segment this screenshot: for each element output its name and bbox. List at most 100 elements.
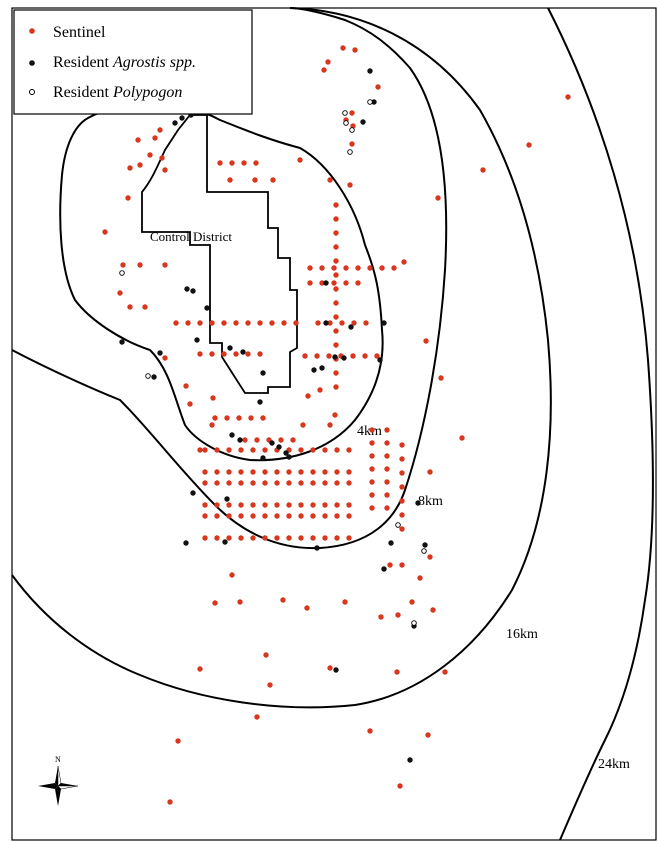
- sentinel-point: [254, 714, 260, 720]
- sentinel-point: [238, 447, 244, 453]
- sentinel-point: [127, 165, 133, 171]
- sentinel-point: [369, 453, 375, 459]
- sentinel-point: [286, 535, 292, 541]
- sentinel-point: [214, 469, 220, 475]
- legend-marker-polypogon: [29, 89, 35, 95]
- sentinel-point: [197, 666, 203, 672]
- resident-agrostis-point: [388, 540, 394, 546]
- sentinel-point: [226, 513, 232, 519]
- sentinel-point: [333, 244, 339, 250]
- sentinel-point: [399, 512, 405, 518]
- sentinel-point: [238, 469, 244, 475]
- sentinel-point: [262, 447, 268, 453]
- sentinel-point: [262, 502, 268, 508]
- map-frame: [11, 7, 657, 841]
- sentinel-point: [274, 513, 280, 519]
- sentinel-point: [399, 498, 405, 504]
- sentinel-point: [480, 167, 486, 173]
- resident-agrostis-point: [224, 496, 230, 502]
- sentinel-point: [391, 265, 397, 271]
- sentinel-point: [399, 484, 405, 490]
- sentinel-point: [125, 195, 131, 201]
- sentinel-point: [227, 177, 233, 183]
- sentinel-point: [254, 437, 260, 443]
- sentinel-point: [226, 535, 232, 541]
- sentinel-point: [346, 513, 352, 519]
- sentinel-point: [315, 320, 321, 326]
- sentinel-point: [212, 600, 218, 606]
- sentinel-point: [352, 47, 358, 53]
- sentinel-point: [327, 177, 333, 183]
- sentinel-point: [162, 262, 168, 268]
- resident-agrostis-point: [227, 345, 233, 351]
- sentinel-point: [409, 599, 415, 605]
- sentinel-point: [262, 480, 268, 486]
- sentinel-point: [333, 286, 339, 292]
- resident-agrostis-point: [190, 288, 196, 294]
- resident-agrostis-point: [314, 545, 320, 551]
- resident-agrostis-point: [367, 68, 373, 74]
- sentinel-point: [384, 427, 390, 433]
- sentinel-point: [248, 415, 254, 421]
- resident-polypogon-point: [349, 127, 355, 133]
- sentinel-point: [375, 84, 381, 90]
- resident-agrostis-point: [119, 339, 125, 345]
- sentinel-point: [274, 469, 280, 475]
- sentinel-point: [238, 535, 244, 541]
- resident-agrostis-point: [257, 399, 263, 405]
- legend-item-sentinel: Sentinel: [53, 24, 106, 41]
- sentinel-point: [262, 469, 268, 475]
- resident-agrostis-point: [222, 539, 228, 545]
- sentinel-point: [173, 320, 179, 326]
- sentinel-point: [202, 535, 208, 541]
- resident-agrostis-point: [194, 337, 200, 343]
- sentinel-point: [142, 304, 148, 310]
- sentinel-point: [319, 280, 325, 286]
- sentinel-point: [384, 440, 390, 446]
- sentinel-point: [310, 535, 316, 541]
- resident-agrostis-point: [260, 370, 266, 376]
- sentinel-point: [374, 353, 380, 359]
- sentinel-point: [351, 320, 357, 326]
- resident-agrostis-point: [237, 437, 243, 443]
- sentinel-point: [399, 442, 405, 448]
- sentinel-point: [369, 427, 375, 433]
- sentinel-point: [333, 272, 339, 278]
- resident-agrostis-point: [341, 355, 347, 361]
- sentinel-point: [350, 353, 356, 359]
- sentinel-point: [399, 470, 405, 476]
- sentinel-point: [369, 492, 375, 498]
- sentinel-point: [378, 614, 384, 620]
- resident-agrostis-point: [377, 357, 383, 363]
- sentinel-point: [226, 447, 232, 453]
- buffer-16km: [11, 7, 552, 709]
- sentinel-point: [310, 447, 316, 453]
- sentinel-point: [310, 502, 316, 508]
- sentinel-point: [245, 320, 251, 326]
- sentinel-point: [333, 384, 339, 390]
- sentinel-point: [333, 300, 339, 306]
- sentinel-point: [349, 110, 355, 116]
- sentinel-point: [298, 447, 304, 453]
- control-district-label: Control District: [150, 229, 232, 244]
- sentinel-point: [427, 554, 433, 560]
- resident-agrostis-point: [183, 540, 189, 546]
- sentinel-point: [209, 422, 215, 428]
- resident-agrostis-point: [333, 667, 339, 673]
- sentinel-point: [332, 412, 338, 418]
- resident-agrostis-point: [184, 286, 190, 292]
- sentinel-point: [236, 415, 242, 421]
- resident-agrostis-point: [283, 450, 289, 456]
- sentinel-point: [459, 435, 465, 441]
- sentinel-point: [214, 447, 220, 453]
- sentinel-point: [363, 320, 369, 326]
- sentinel-point: [384, 453, 390, 459]
- sentinel-point: [322, 447, 328, 453]
- resident-polypogon-point: [367, 99, 373, 105]
- sentinel-point: [333, 328, 339, 334]
- sentinel-point: [331, 265, 337, 271]
- sentinel-point: [430, 607, 436, 613]
- sentinel-point: [293, 320, 299, 326]
- sentinel-point: [384, 492, 390, 498]
- resident-agrostis-point: [371, 99, 377, 105]
